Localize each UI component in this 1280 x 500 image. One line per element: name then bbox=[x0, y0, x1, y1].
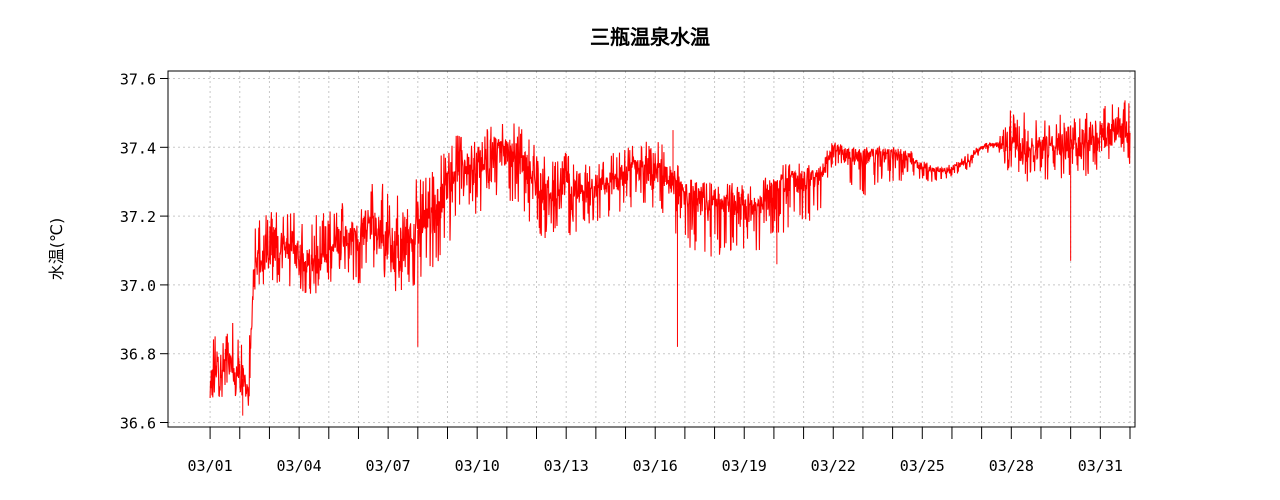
x-tick-label: 03/07 bbox=[366, 457, 411, 475]
y-tick-label: 37.0 bbox=[120, 277, 156, 295]
y-tick-label: 37.2 bbox=[120, 208, 156, 226]
y-tick-label: 37.4 bbox=[120, 139, 156, 157]
y-tick-label: 36.8 bbox=[120, 346, 156, 364]
x-tick-label: 03/31 bbox=[1078, 457, 1123, 475]
x-tick-label: 03/13 bbox=[544, 457, 589, 475]
y-axis: 36.6 36.8 37.0 37.2 37.4 37.6 bbox=[120, 71, 168, 433]
x-tick-label: 03/25 bbox=[900, 457, 945, 475]
x-tick-label: 03/10 bbox=[455, 457, 500, 475]
plot-frame bbox=[167, 70, 1136, 428]
x-tick-label: 03/01 bbox=[188, 457, 233, 475]
series-temperature bbox=[209, 100, 1131, 416]
chart-title: 三瓶温泉水温 bbox=[590, 25, 710, 49]
grid bbox=[168, 71, 1135, 427]
y-axis-label: 水温(℃) bbox=[47, 218, 66, 280]
y-tick-label: 36.6 bbox=[120, 415, 156, 433]
x-tick-label: 03/22 bbox=[811, 457, 856, 475]
x-tick-label: 03/28 bbox=[989, 457, 1034, 475]
series-line bbox=[209, 100, 1131, 406]
y-tick-label: 37.6 bbox=[120, 71, 156, 89]
x-tick-label: 03/19 bbox=[722, 457, 767, 475]
x-tick-label: 03/16 bbox=[633, 457, 678, 475]
x-tick-label: 03/04 bbox=[277, 457, 322, 475]
x-axis: 03/01 03/04 03/07 03/10 03/13 03/16 03/19 03/22… bbox=[188, 427, 1131, 475]
